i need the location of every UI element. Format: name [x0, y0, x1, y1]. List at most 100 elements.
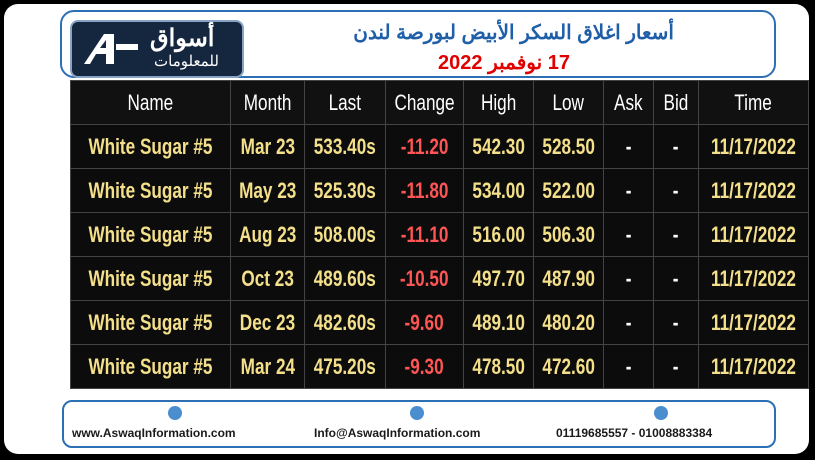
title: أسعار اغلاق السكر الأبيض لبورصة لندن: [353, 22, 674, 44]
cell: 528.50: [532, 124, 604, 169]
cell-text: Aug 23: [239, 221, 297, 247]
cell-text: -: [625, 221, 632, 247]
logo-tagline: للمعلومات: [154, 53, 219, 70]
cell: White Sugar #5: [70, 300, 231, 345]
cell: 478.50: [462, 344, 534, 389]
cell-text: 11/17/2022: [711, 265, 797, 291]
cell-text: 482.60s: [314, 309, 377, 335]
row: White Sugar #5 Oct 23 489.60s -10.50 497.70 4…: [70, 256, 809, 301]
cell: -9.60: [384, 300, 464, 345]
phone: 01119685557 - 01008883384: [556, 426, 713, 440]
cell-text: White Sugar #5: [88, 177, 213, 203]
logo-name: أسواق: [150, 25, 215, 52]
cell-text: 489.60s: [314, 265, 377, 291]
cell: -: [652, 344, 700, 389]
cell-text: Mar 23: [240, 133, 295, 159]
cell-text: -: [625, 265, 632, 291]
cell: 11/17/2022: [698, 124, 809, 169]
logo-icon: [84, 34, 138, 64]
column-header: Bid: [652, 80, 700, 125]
column-header: Ask: [602, 80, 654, 125]
cell: -: [652, 256, 700, 301]
cell-text: 487.90: [542, 265, 595, 291]
cell-text: -9.60: [404, 309, 444, 335]
cell: -: [652, 300, 700, 345]
cell-text: 528.50: [542, 133, 595, 159]
cell-text: Last: [328, 89, 362, 115]
cell-text: 11/17/2022: [711, 353, 797, 379]
column-header: Last: [304, 80, 386, 125]
cell: Dec 23: [229, 300, 306, 345]
cell: 508.00s: [304, 212, 386, 257]
column-header: Month: [229, 80, 306, 125]
cell: 11/17/2022: [698, 300, 809, 345]
cell-text: -11.80: [400, 177, 449, 203]
cell-text: -10.50: [400, 265, 449, 291]
cell-text: 11/17/2022: [711, 309, 797, 335]
cell: White Sugar #5: [70, 344, 231, 389]
cell-text: 533.40s: [314, 133, 377, 159]
column-header: Name: [70, 80, 231, 125]
cell-text: -9.30: [404, 353, 444, 379]
cell: 489.10: [462, 300, 534, 345]
subtitle: 17 نوفمبر 2022: [438, 52, 570, 74]
cell-text: -: [673, 133, 679, 159]
cell-text: 480.20: [542, 309, 595, 335]
column-header: Time: [698, 80, 809, 125]
cell-text: White Sugar #5: [88, 353, 213, 379]
cell-text: White Sugar #5: [88, 265, 213, 291]
row: White Sugar #5 Dec 23 482.60s -9.60 489.10 48…: [70, 300, 809, 345]
cell: 522.00: [532, 168, 604, 213]
header-frame: [60, 10, 776, 78]
column-header: Change: [384, 80, 464, 125]
cell-text: 525.30s: [314, 177, 377, 203]
column-header: Low: [532, 80, 604, 125]
cell-text: -: [625, 177, 632, 203]
card: أسواق للمعلومات أسعار اغلاق السكر الأبيض…: [4, 4, 809, 454]
phone-icon: [654, 406, 668, 420]
cell-text: Low: [552, 89, 585, 115]
cell-text: Change: [394, 89, 455, 115]
cell: Mar 23: [229, 124, 306, 169]
cell-text: White Sugar #5: [88, 221, 213, 247]
header-row: Name Month Last Change High Low Ask Bid Time: [70, 80, 809, 125]
cell: 11/17/2022: [698, 344, 809, 389]
cell-text: 522.00: [542, 177, 595, 203]
footer: www.AswaqInformation.com Info@AswaqInfor…: [62, 400, 776, 448]
cell: White Sugar #5: [70, 212, 231, 257]
cell-text: Bid: [663, 89, 689, 115]
cell-text: 508.00s: [314, 221, 377, 247]
cell: 534.00: [462, 168, 534, 213]
cell-text: 506.30: [542, 221, 595, 247]
cell: Aug 23: [229, 212, 306, 257]
cell: -: [652, 168, 700, 213]
cell: May 23: [229, 168, 306, 213]
cell: -9.30: [384, 344, 464, 389]
cell: -10.50: [384, 256, 464, 301]
cell: 489.60s: [304, 256, 386, 301]
cell: -11.80: [384, 168, 464, 213]
cell-text: Time: [734, 89, 773, 115]
cell: 516.00: [462, 212, 534, 257]
cell: -: [652, 212, 700, 257]
cell: 475.20s: [304, 344, 386, 389]
cell: -11.10: [384, 212, 464, 257]
column-header: High: [462, 80, 534, 125]
cell: 472.60: [532, 344, 604, 389]
cell-text: White Sugar #5: [88, 309, 213, 335]
cell-text: 11/17/2022: [711, 133, 797, 159]
cell: -11.20: [384, 124, 464, 169]
cell-text: 516.00: [472, 221, 525, 247]
cell: -: [602, 256, 654, 301]
cell: Mar 24: [229, 344, 306, 389]
cell: -: [602, 344, 654, 389]
cell-text: Dec 23: [239, 309, 296, 335]
cell-text: Oct 23: [241, 265, 294, 291]
row: White Sugar #5 Aug 23 508.00s -11.10 516.00 5…: [70, 212, 809, 257]
cell: White Sugar #5: [70, 124, 231, 169]
cell-text: -: [625, 353, 632, 379]
cell-text: 11/17/2022: [711, 177, 797, 203]
price-table: Name Month Last Change High Low Ask Bid Time Whit…: [70, 80, 809, 389]
cell: 533.40s: [304, 124, 386, 169]
